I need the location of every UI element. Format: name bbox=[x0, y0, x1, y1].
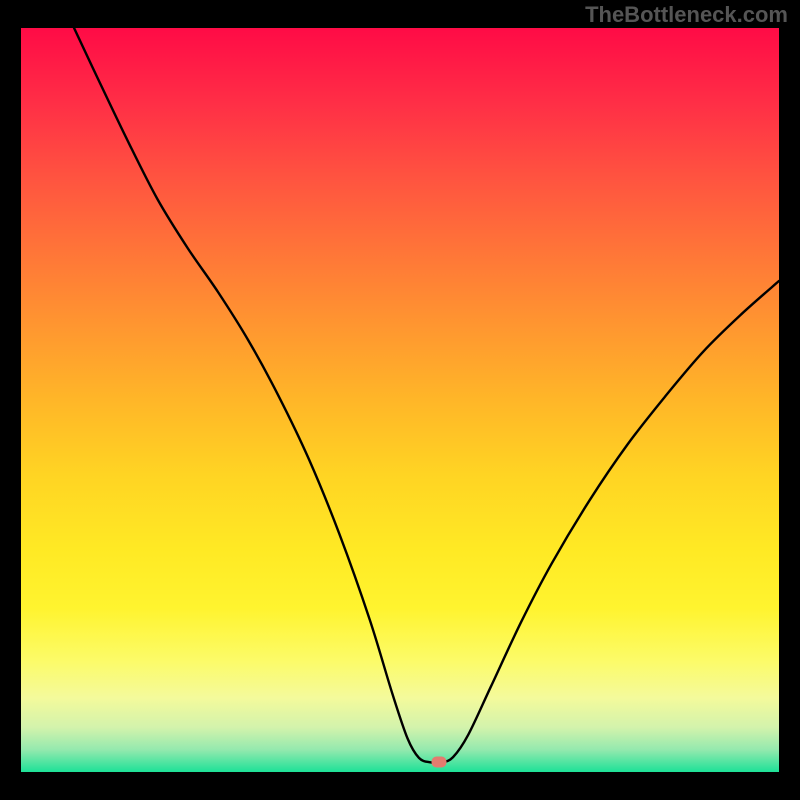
frame-right bbox=[779, 0, 800, 800]
optimum-marker bbox=[432, 756, 447, 767]
plot-area bbox=[21, 28, 779, 772]
curve-layer bbox=[21, 28, 779, 772]
frame-bottom bbox=[0, 772, 800, 800]
attribution-text: TheBottleneck.com bbox=[585, 2, 788, 28]
bottleneck-curve bbox=[74, 28, 779, 763]
frame-left bbox=[0, 0, 21, 800]
